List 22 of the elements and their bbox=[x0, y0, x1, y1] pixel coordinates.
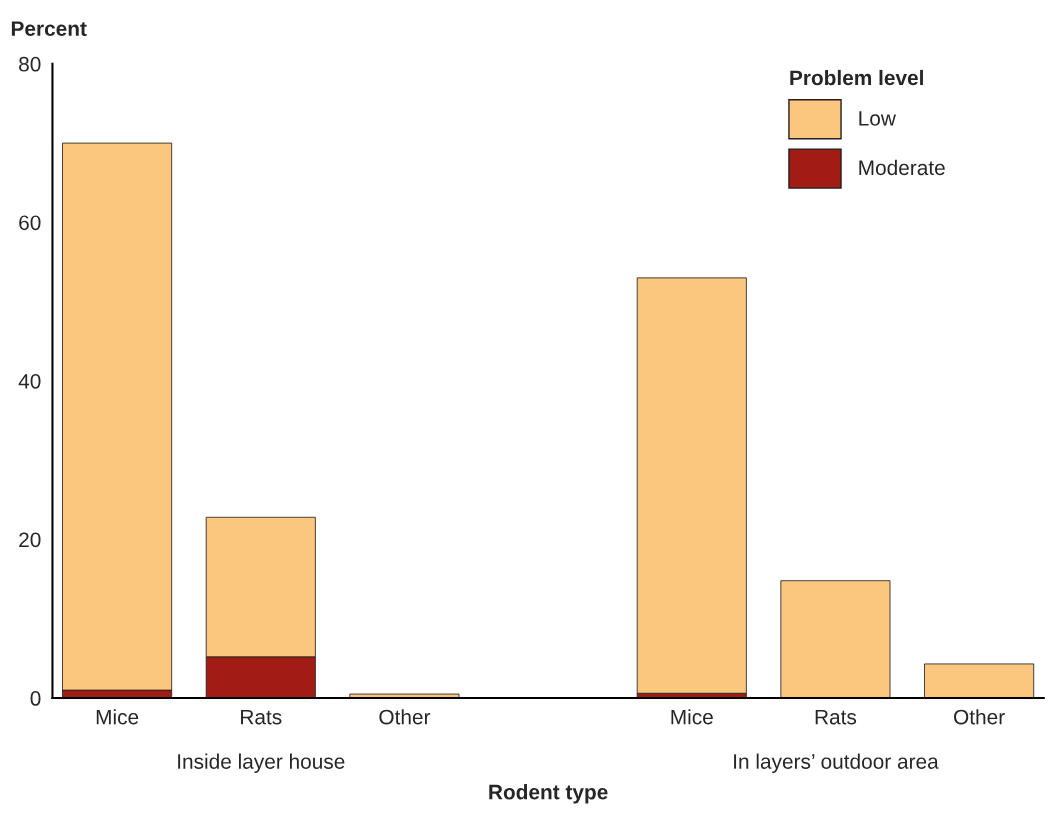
x-tick-label: Other bbox=[954, 709, 1005, 725]
y-tick-label: 60 bbox=[19, 215, 41, 231]
bar bbox=[924, 663, 1035, 699]
y-tick-label: 0 bbox=[30, 691, 41, 706]
y-tick-label: 80 bbox=[19, 56, 41, 72]
bar bbox=[780, 580, 891, 699]
bar bbox=[349, 693, 460, 699]
x-tick-label: Rats bbox=[815, 709, 857, 725]
x-tick-label: Mice bbox=[671, 709, 713, 725]
text: Inside layer house bbox=[178, 753, 345, 773]
y-tick-label: 20 bbox=[19, 532, 41, 548]
y-tick-label: 40 bbox=[18, 373, 41, 389]
y-axis-title: Percent bbox=[11, 21, 87, 37]
legend-label: Low bbox=[859, 111, 896, 126]
x-tick-label: Rats bbox=[241, 709, 282, 725]
x-axis-title: Rodent type bbox=[489, 784, 608, 804]
bar bbox=[636, 277, 747, 694]
x-tick-label: Other bbox=[379, 709, 431, 725]
legend-title: Problem level bbox=[790, 69, 923, 86]
text: In layers’ outdoor area bbox=[734, 753, 939, 773]
x-tick-label: Mice bbox=[96, 709, 139, 725]
legend-label: Moderate bbox=[859, 159, 945, 176]
